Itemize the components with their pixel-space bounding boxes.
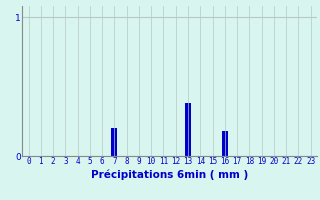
Bar (185, 103, 191, 156)
X-axis label: Précipitations 6min ( mm ): Précipitations 6min ( mm ) (91, 169, 248, 180)
Bar (111, 128, 117, 156)
Bar (222, 131, 228, 156)
